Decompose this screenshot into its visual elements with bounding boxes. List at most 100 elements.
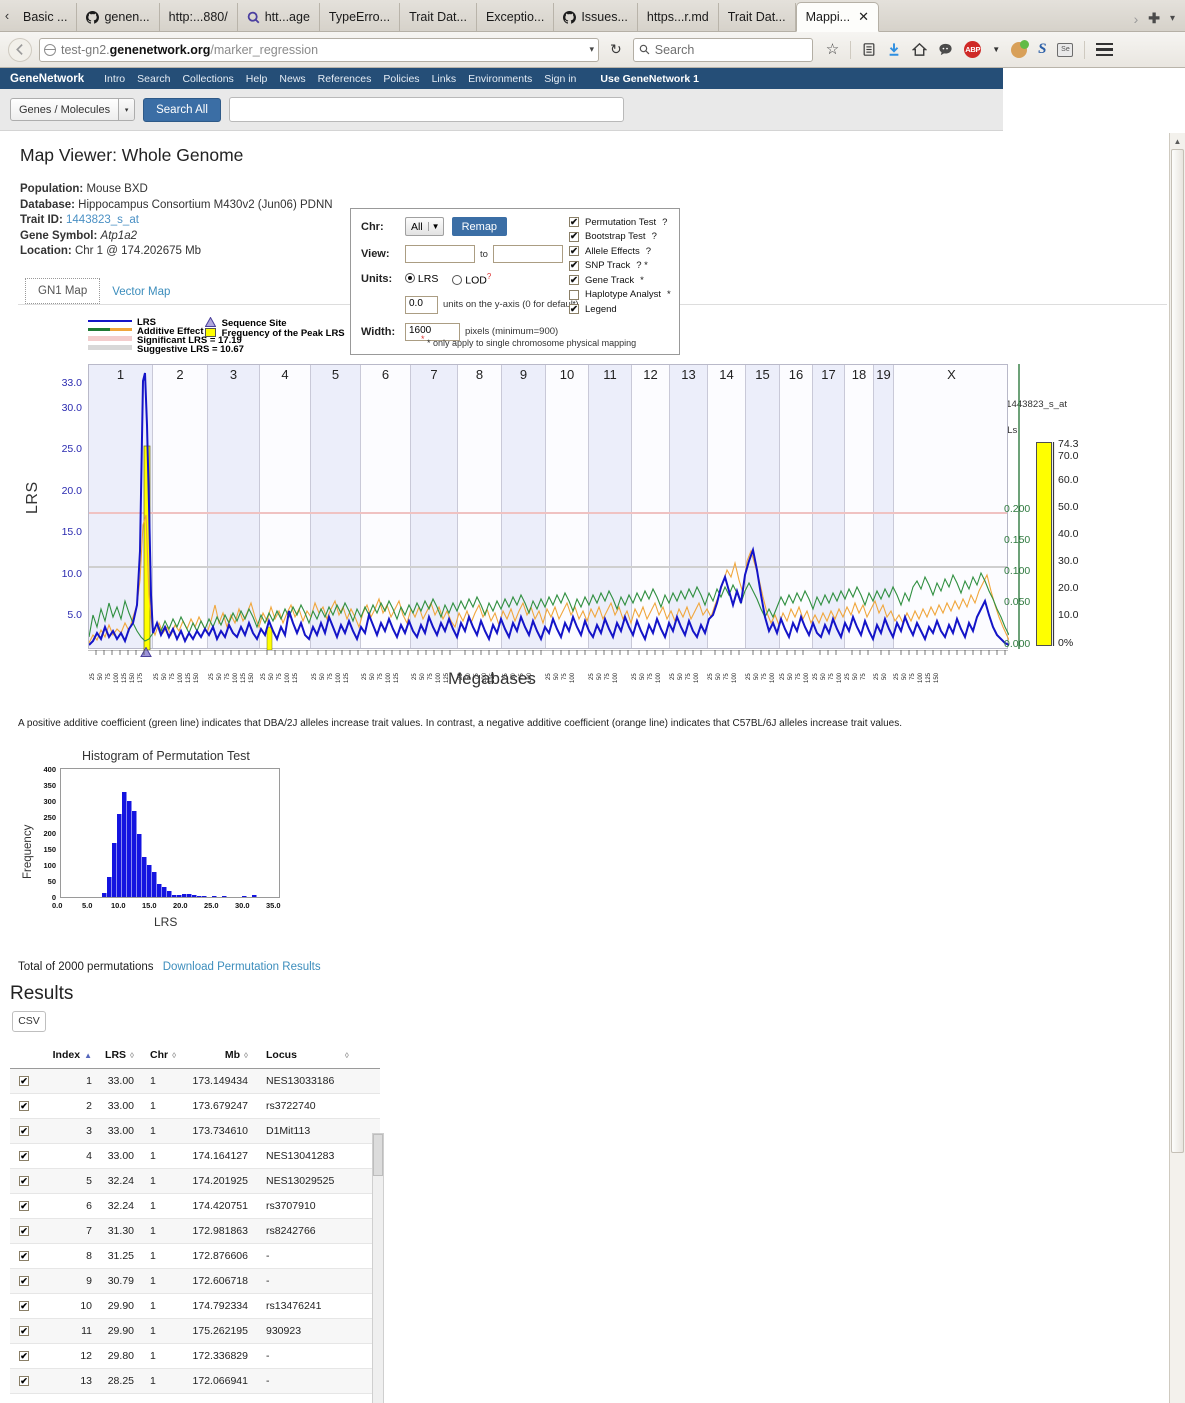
table-row[interactable]: ✔ 6 32.24 1 174.420751 rs3707910 [10,1193,380,1219]
nav-item-help[interactable]: Help [245,72,268,85]
nav-item-policies[interactable]: Policies [383,72,420,85]
row-checkbox-cell[interactable]: ✔ [10,1243,38,1269]
checkbox-bootstrap-test[interactable]: ✔ Bootstrap Test? [569,231,657,243]
chevron-down-icon[interactable]: ▾ [589,44,594,54]
selenium-icon[interactable]: Se [1057,42,1074,57]
nav-item-use-gn1[interactable]: Use GeneNetwork 1 [600,72,700,85]
nav-item-intro[interactable]: Intro [104,72,126,85]
table-row[interactable]: ✔ 4 33.00 1 174.164127 NES13041283 [10,1143,380,1169]
scroll-up-arrow-icon[interactable]: ▲ [1173,136,1182,146]
checkbox-checked-icon[interactable]: ✔ [19,1125,29,1136]
home-icon[interactable] [912,42,928,57]
csv-export-button[interactable]: CSV [12,1010,46,1032]
page-scroll-thumb[interactable] [1171,149,1184,1153]
help-marker[interactable]: * [640,274,644,286]
tab-scroll-right-button[interactable]: › [1133,10,1139,27]
column-mb[interactable]: Mb ◊ [182,1043,252,1069]
table-row[interactable]: ✔ 11 29.90 1 175.262195 930923 [10,1318,380,1344]
checkbox-checked-icon[interactable]: ✔ [19,1150,29,1161]
unit-lod-radio[interactable]: LOD? [452,272,491,287]
browser-tab[interactable]: Issues... [554,3,638,31]
reader-list-icon[interactable] [862,42,876,57]
tab-scroll-left-button[interactable]: ‹ [4,7,10,23]
remap-button[interactable]: Remap [451,217,508,236]
checkbox-checked-icon[interactable]: ✔ [19,1350,29,1361]
adblock-dropdown-icon[interactable]: ▼ [992,45,1001,54]
checkbox-gene-track[interactable]: ✔ Gene Track * [569,274,644,286]
row-checkbox-cell[interactable]: ✔ [10,1168,38,1194]
row-checkbox-cell[interactable]: ✔ [10,1118,38,1144]
search-input[interactable] [228,97,624,122]
help-marker[interactable]: ? [662,216,668,228]
bookmark-star-icon[interactable]: ☆ [825,41,840,58]
browser-tab[interactable]: htt...age [238,3,320,31]
checkbox-legend[interactable]: ✔ Legend [569,303,617,315]
row-checkbox-cell[interactable]: ✔ [10,1193,38,1219]
width-input[interactable]: 1600 [405,322,460,341]
nav-item-environments[interactable]: Environments [468,72,533,85]
search-all-button[interactable]: Search All [143,97,221,122]
nav-item-signin[interactable]: Sign in [544,72,577,85]
browser-tab[interactable]: Exceptio... [477,3,555,31]
back-button[interactable] [8,37,32,62]
checkbox-checked-icon[interactable]: ✔ [19,1175,29,1186]
checkbox-allele-effects[interactable]: ✔ Allele Effects? [569,245,652,257]
view-to-input[interactable] [492,245,563,263]
reload-icon[interactable]: ↻ [610,41,622,57]
column-lrs[interactable]: LRS ◊ [96,1043,138,1069]
results-table-scrollbar[interactable] [372,1133,384,1403]
checkbox-checked-icon[interactable]: ✔ [19,1250,29,1261]
browser-tab[interactable]: http:...880/ [160,3,238,31]
cookie-icon[interactable] [1011,39,1030,58]
checkbox-checked-icon[interactable]: ✔ [19,1300,29,1311]
checkbox-snp-track[interactable]: ✔ SNP Track? * [569,260,648,272]
row-checkbox-cell[interactable]: ✔ [10,1343,38,1369]
row-checkbox-cell[interactable]: ✔ [10,1268,38,1294]
s-addon-icon[interactable]: S [1038,41,1047,57]
checkbox-checked-icon[interactable]: ✔ [19,1325,29,1336]
search-category-select[interactable]: Genes / Molecules ▾ [10,98,136,121]
trait-id-link[interactable]: 1443823_s_at [66,214,139,226]
checkbox-checked-icon[interactable]: ✔ [19,1275,29,1286]
table-row[interactable]: ✔ 7 31.30 1 172.981863 rs8242766 [10,1218,380,1244]
tab-vector-map[interactable]: Vector Map [100,279,183,304]
chat-icon[interactable] [938,42,953,57]
nav-item-references[interactable]: References [317,72,372,85]
browser-tab[interactable]: Trait Dat... [719,3,796,31]
checkbox-checked-icon[interactable]: ✔ [19,1375,29,1386]
checkbox-checked-icon[interactable]: ✔ [19,1200,29,1211]
browser-tab[interactable]: genen... [77,3,160,31]
table-row[interactable]: ✔ 12 29.80 1 172.336829- [10,1343,380,1369]
checkbox-checked-icon[interactable]: ✔ [19,1100,29,1111]
download-icon[interactable] [887,42,901,57]
row-checkbox-cell[interactable]: ✔ [10,1368,38,1394]
hamburger-menu-icon[interactable] [1096,43,1114,56]
view-from-input[interactable] [405,245,475,263]
table-row[interactable]: ✔ 2 33.00 1 173.679247 rs3722740 [10,1093,380,1119]
address-bar[interactable]: test-gn2.genenetwork.org/marker_regressi… [39,37,599,62]
tab-list-menu-icon[interactable]: ▾ [1169,13,1175,24]
table-row[interactable]: ✔ 3 33.00 1 173.734610 D1Mit113 [10,1118,380,1144]
checkbox-permutation-test[interactable]: ✔ Permutation Test? [569,216,668,228]
new-tab-button[interactable]: ✚ [1148,10,1160,26]
row-checkbox-cell[interactable]: ✔ [10,1293,38,1319]
results-table-scroll-thumb[interactable] [373,1134,383,1176]
browser-tab[interactable]: Basic ... [14,3,78,31]
nav-item-links[interactable]: Links [431,72,457,85]
column-chr[interactable]: Chr ◊ [138,1043,182,1069]
tab-gn1-map[interactable]: GN1 Map [25,277,101,304]
table-row[interactable]: ✔ 1 33.00 1 173.149434 NES13033186 [10,1068,380,1094]
table-row[interactable]: ✔ 13 28.25 1 172.066941- [10,1368,380,1394]
gn-brand[interactable]: GeneNetwork [10,72,85,85]
table-row[interactable]: ✔ 9 30.79 1 172.606718- [10,1268,380,1294]
browser-tab-active[interactable]: Mappi... ✕ [795,2,879,32]
column-index[interactable]: Index ▲ [38,1043,96,1069]
yaxis-input[interactable]: 0.0 [405,295,438,314]
help-marker[interactable]: ? [486,272,492,281]
checkbox-haplotype-analyst[interactable]: Haplotype Analyst * [569,288,671,303]
browser-tab[interactable]: https...r.md [638,3,719,31]
table-row[interactable]: ✔ 5 32.24 1 174.201925 NES13029525 [10,1168,380,1194]
adblock-icon[interactable]: ABP [964,41,982,58]
chr-select[interactable]: All ▼ [405,217,444,236]
nav-item-search[interactable]: Search [137,72,171,85]
